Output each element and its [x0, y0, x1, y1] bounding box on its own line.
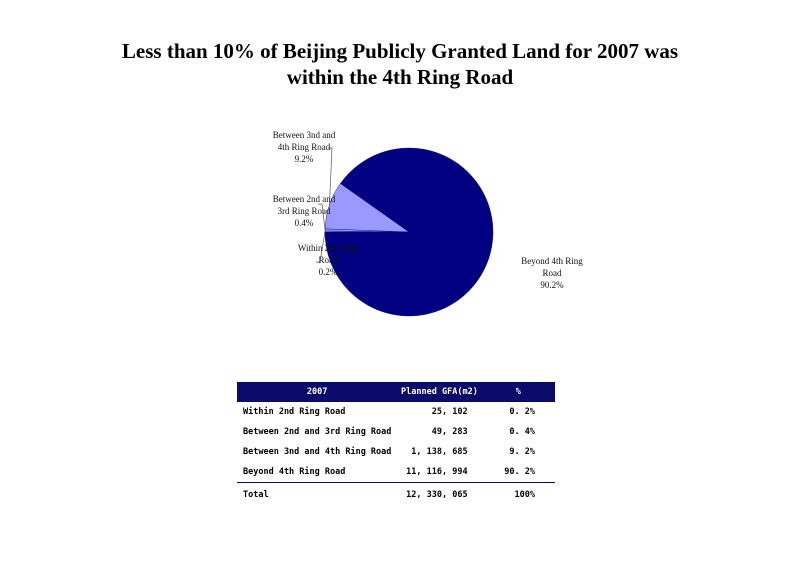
- table-header-gfa: Planned GFA(m2): [397, 382, 482, 402]
- pie-slice-value: 0.2%: [318, 267, 338, 277]
- pie-slice-label: Beyond 4th Ring Road 90.2%: [512, 255, 592, 291]
- table-cell-area: Beyond 4th Ring Road: [237, 462, 398, 483]
- pie-slice-label-line: 4th Ring Road: [277, 142, 331, 152]
- pie-leader-line: [318, 203, 326, 230]
- table-cell-percent: 90. 2%: [481, 462, 555, 483]
- table-total-row: Total 12, 330, 065 100%: [237, 483, 555, 508]
- table-cell-area: Between 2nd and 3rd Ring Road: [243, 427, 392, 437]
- pie-slice-value: 9.2%: [294, 154, 314, 164]
- data-table: 2007 Planned GFA(m2) % Within 2nd Ring R…: [237, 382, 555, 507]
- table-cell-area: Within 2nd Ring Road: [243, 407, 346, 417]
- table-cell-gfa: 11, 116, 994: [397, 462, 482, 483]
- pie-leader-line: [328, 147, 333, 206]
- table-total-percent: 100%: [514, 490, 535, 500]
- table-cell-percent: 0. 4%: [509, 427, 535, 437]
- pie-slice-value: 90.2%: [540, 280, 564, 290]
- table-cell-percent: 0. 2%: [509, 407, 535, 417]
- table-cell-gfa: 49, 283: [431, 427, 468, 437]
- table-cell-gfa: 1, 138, 685: [411, 447, 468, 457]
- chart-title-line-1: Less than 10% of Beijing Publicly Grante…: [121, 39, 679, 63]
- pie-slice-label: Between 2nd and 3rd Ring Road 0.4%: [264, 193, 344, 229]
- pie-slice-label-line: Within 2nd Ring: [297, 243, 359, 253]
- pie-slice-label-line: 3rd Ring Road: [277, 206, 331, 216]
- chart-title-line-2: within the 4th Ring Road: [286, 65, 514, 89]
- pie-slice-value: 0.4%: [294, 218, 314, 228]
- pie-slice-label: Between 3nd and 4th Ring Road 9.2%: [264, 129, 344, 165]
- pie-slice-label-line: Road: [542, 268, 562, 278]
- pie-leader-line: [316, 231, 326, 263]
- table-total-label: Total: [243, 490, 269, 500]
- table-header-row: 2007 Planned GFA(m2) %: [237, 382, 555, 402]
- table-row: Within 2nd Ring Road 25, 102 0. 2%: [237, 402, 555, 422]
- table-header-percent: %: [481, 382, 555, 402]
- pie-slice-label-line: Between 2nd and: [272, 194, 336, 204]
- table-cell-percent: 9. 2%: [509, 447, 535, 457]
- table-total-gfa: 12, 330, 065: [406, 490, 468, 500]
- pie-slice-label-line: Road: [318, 255, 338, 265]
- table-row: Beyond 4th Ring Road 11, 116, 994 90. 2%: [237, 462, 555, 483]
- pie-slice: [324, 147, 494, 317]
- table-cell-area: Between 3nd and 4th Ring Road: [243, 447, 392, 457]
- pie-slice-label-line: Beyond 4th Ring: [521, 256, 583, 266]
- table-row: Between 3nd and 4th Ring Road 1, 138, 68…: [237, 442, 555, 462]
- table-cell-gfa: 25, 102: [431, 407, 468, 417]
- table-header-year: 2007: [237, 382, 398, 402]
- pie-slice-label: Within 2nd Ring Road 0.2%: [288, 242, 368, 278]
- table-row: Between 2nd and 3rd Ring Road 49, 283 0.…: [237, 422, 555, 442]
- pie-slice-label-line: Between 3nd and: [272, 130, 336, 140]
- chart-title: Less than 10% of Beijing Publicly Grante…: [0, 38, 800, 90]
